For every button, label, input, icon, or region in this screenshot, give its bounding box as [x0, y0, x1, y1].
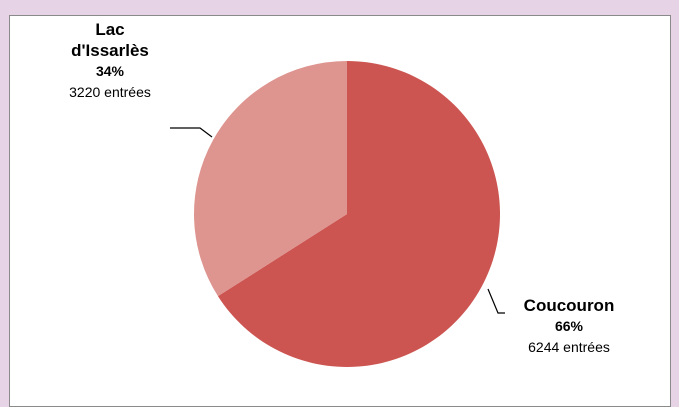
slice-percent: 66%: [554, 318, 584, 334]
slice-name: Coucouron: [523, 296, 615, 315]
pie-slice-lac-d-issarles: [194, 61, 347, 297]
label-lac-d-issarles: Lac d'Issarlès 34% 3220 entrées: [40, 19, 180, 103]
slice-percent: 34%: [95, 63, 125, 79]
slice-count: 3220 entrées: [69, 84, 151, 100]
leader-line-lac-d-issarles: [170, 127, 213, 138]
slice-count: 6244 entrées: [528, 339, 610, 355]
label-coucouron: Coucouron 66% 6244 entrées: [494, 295, 644, 358]
pie-slice-coucouron: [217, 61, 501, 367]
slice-name: Lac: [95, 20, 125, 39]
leader-line-coucouron: [487, 288, 505, 314]
slice-name-line-2: d'Issarlès: [71, 41, 149, 60]
